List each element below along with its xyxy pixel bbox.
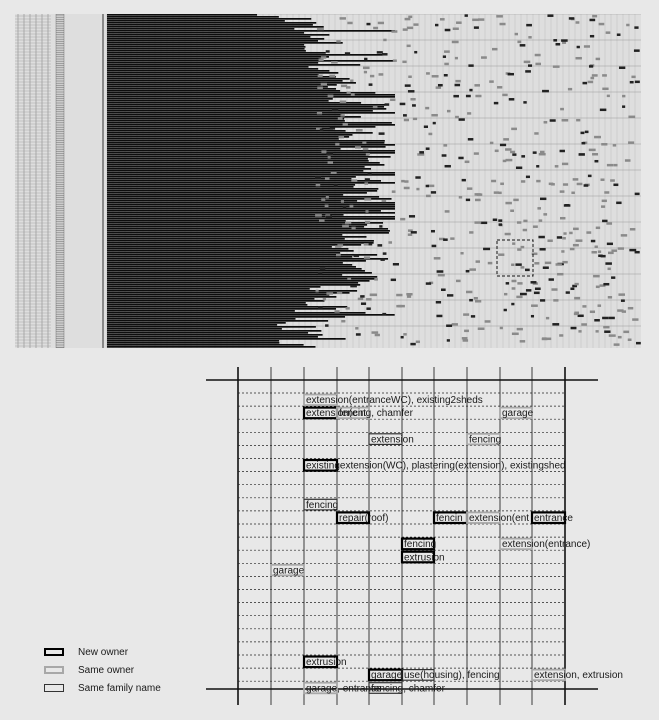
- event-box-family: [368, 433, 403, 445]
- event-label: extrusion: [306, 657, 347, 668]
- legend-new-owner: New owner: [44, 644, 161, 660]
- event-box-same: [336, 406, 370, 420]
- legend-swatch-new-owner: [44, 648, 64, 656]
- event-label: fencing: [306, 500, 338, 511]
- event-box-same: [270, 563, 305, 577]
- event-label: fencing, chamfer: [339, 408, 414, 419]
- event-box-same: [466, 511, 501, 524]
- event-box-new: [530, 511, 567, 525]
- legend-label-same-family: Same family name: [78, 682, 161, 694]
- legend-same-family: Same family name: [44, 680, 161, 696]
- event-label: garage: [502, 408, 534, 419]
- event-box-family: [303, 498, 338, 511]
- event-box-family: [401, 668, 435, 681]
- event-box-same: [499, 406, 533, 420]
- event-box-same: [303, 393, 338, 407]
- legend-label-new-owner: New owner: [78, 646, 129, 658]
- event-label: repair(roof): [339, 513, 388, 524]
- legend-label-same-owner: Same owner: [78, 664, 135, 676]
- event-box-new: [302, 458, 339, 472]
- event-box-new: [302, 655, 339, 669]
- event-label: extrusion: [404, 552, 445, 563]
- legend-same-owner: Same owner: [44, 662, 161, 678]
- event-label: extension(ent: [469, 513, 529, 524]
- event-label: fencin: [436, 513, 463, 524]
- event-label: existingextension(WC), plastering(extens…: [306, 461, 566, 472]
- event-box-new: [400, 537, 436, 551]
- event-label: extension(entranceWC), existing2sheds: [306, 395, 483, 406]
- overview-occupancy-bars: [107, 14, 395, 348]
- event-label: fencing, chamfer: [371, 683, 446, 694]
- legend-swatch-same-family: [44, 684, 64, 692]
- event-box-same: [466, 432, 501, 446]
- event-label: fencing: [404, 539, 436, 550]
- detail-events: extension(entranceWC), existing2sheds ext…: [270, 393, 623, 695]
- event-label: garage, entrance: [306, 683, 382, 694]
- event-label: fencing: [469, 434, 501, 445]
- event-label: extension, extrusion: [534, 670, 623, 681]
- event-box-new: [400, 550, 436, 564]
- overview-matrix: [15, 14, 641, 348]
- overview-index-columns: [15, 14, 104, 348]
- overview-focus-box: [496, 239, 534, 277]
- event-label: use(housing), fencing: [404, 670, 500, 681]
- event-label: extension(entrance): [502, 539, 590, 550]
- overview-event-marks: [315, 14, 641, 346]
- event-label: garage: [273, 565, 305, 576]
- event-box-same: [303, 681, 338, 695]
- event-label: extension: [371, 434, 414, 445]
- event-label: garage: [371, 670, 403, 681]
- event-box-new: [335, 511, 371, 525]
- legend: New owner Same owner Same family name: [44, 644, 161, 698]
- event-box-same: [531, 668, 566, 682]
- legend-swatch-same-owner: [44, 666, 64, 674]
- event-box-family: [368, 682, 403, 694]
- event-box-same: [499, 537, 533, 551]
- detail-grid-lines: [206, 367, 598, 705]
- event-label: entrance: [534, 513, 573, 524]
